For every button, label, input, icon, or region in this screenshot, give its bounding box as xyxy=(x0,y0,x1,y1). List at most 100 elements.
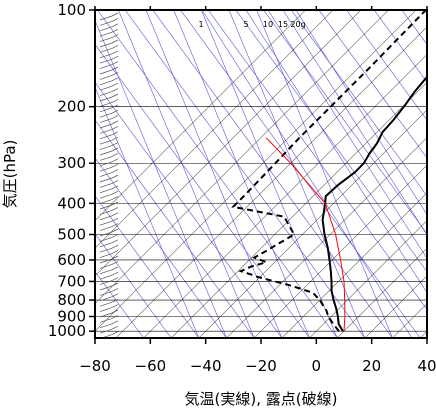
wind-barb-staff xyxy=(99,328,113,334)
isotherm xyxy=(309,220,427,338)
wind-barb-staff xyxy=(99,269,113,275)
wind-barb-flag xyxy=(111,331,119,335)
x-tick-label: 40 xyxy=(417,357,436,375)
wind-barb-flag xyxy=(111,315,119,319)
wind-barb-staff xyxy=(99,15,113,21)
isotherm xyxy=(281,192,427,338)
wind-barb-staff xyxy=(99,139,113,145)
wind-barb-staff xyxy=(99,145,113,150)
y-tick-label: 100 xyxy=(57,1,86,19)
mixing-ratio-line xyxy=(295,10,427,216)
y-tick-label: 400 xyxy=(57,194,86,212)
wind-barb-flag xyxy=(111,223,119,227)
isotherm xyxy=(95,10,417,332)
wind-barb-staff xyxy=(99,129,113,134)
wind-barb-flag xyxy=(111,50,119,55)
wind-barb-flag xyxy=(111,88,119,92)
mixing-ratio-line xyxy=(245,10,427,294)
wind-barb-staff xyxy=(99,91,113,96)
wind-barb-flag xyxy=(111,174,119,179)
wind-barb-flag xyxy=(111,142,119,146)
wind-barb-flag xyxy=(111,147,119,152)
wind-barb-flag xyxy=(111,250,119,254)
y-axis-title: 気圧(hPa) xyxy=(1,140,19,209)
y-tick-label: 800 xyxy=(57,291,86,309)
wind-barb-staff xyxy=(99,285,113,291)
dry-adiabat xyxy=(235,10,427,273)
wind-barb-staff xyxy=(99,69,113,75)
x-axis-title: 気温(実線), 露点(破線) xyxy=(185,390,338,408)
wind-barb-staff xyxy=(99,307,113,312)
wind-barb-staff xyxy=(99,37,113,42)
wind-barb-staff xyxy=(99,242,113,248)
dry-adiabat xyxy=(428,0,436,338)
wind-barb-staff xyxy=(99,166,113,172)
isotherm xyxy=(115,26,427,338)
wind-barb-staff xyxy=(99,150,113,156)
mixing-ratio-line xyxy=(201,10,413,338)
mixing-ratio-label: 1 xyxy=(198,20,203,29)
wind-barb-staff xyxy=(99,42,113,48)
wind-barb-flag xyxy=(111,18,119,22)
wind-barb-staff xyxy=(99,156,113,161)
moist-adiabat xyxy=(173,10,310,338)
dry-adiabat xyxy=(97,10,338,338)
mixing-ratio-label: 10 xyxy=(263,20,273,29)
isobar-isotherm-grid xyxy=(95,10,427,338)
wind-barb-flag xyxy=(111,109,119,114)
wind-barb-flag xyxy=(111,309,119,314)
wind-barb-staff xyxy=(99,204,113,210)
dry-adiabat xyxy=(290,10,427,197)
dry-adiabat xyxy=(318,10,427,159)
wind-barb-staff xyxy=(99,26,113,32)
wind-barb-flag xyxy=(111,120,119,125)
wind-barb-staff xyxy=(99,188,113,194)
wind-barb-staff xyxy=(99,123,113,129)
wind-barb-flag xyxy=(111,234,119,238)
wind-barb-flag xyxy=(111,244,119,249)
wind-barb-staff xyxy=(99,96,113,102)
wind-barb-flag xyxy=(111,201,119,206)
wind-barb-flag xyxy=(111,34,119,38)
wind-barb-flag xyxy=(111,180,119,184)
wind-barb-flag xyxy=(111,131,119,136)
wind-barb-flag xyxy=(111,23,119,28)
isotherm xyxy=(337,247,427,338)
x-tick-label: −20 xyxy=(245,357,277,375)
wind-barb-flag xyxy=(111,39,119,44)
wind-barb-staff xyxy=(99,296,113,302)
moist-adiabat xyxy=(201,10,338,338)
wind-barb-staff xyxy=(99,102,113,107)
wind-barb-flag xyxy=(111,261,119,265)
y-tick-label: 500 xyxy=(57,226,86,244)
wind-barb-staff xyxy=(99,226,113,231)
wind-barb-flag xyxy=(111,158,119,163)
wind-barb-staff xyxy=(99,318,113,323)
dry-adiabat xyxy=(289,0,436,338)
wind-barb-staff xyxy=(99,85,113,91)
mixing-ratio-label: 20g xyxy=(290,20,305,29)
wind-barb-flag xyxy=(111,325,119,330)
isotherm xyxy=(95,10,334,249)
y-tick-label: 300 xyxy=(57,154,86,172)
wind-barb-flag xyxy=(111,239,119,244)
x-tick-label: −80 xyxy=(79,357,111,375)
wind-barb-staff xyxy=(99,215,113,221)
moist-adiabat xyxy=(256,10,393,338)
wind-barb-staff xyxy=(99,21,113,26)
dry-adiabat xyxy=(95,157,227,338)
wind-barb-staff xyxy=(99,183,113,188)
wind-barb-flag xyxy=(111,115,119,119)
temperature-line xyxy=(321,75,427,332)
isotherm xyxy=(143,54,427,338)
wind-barb-staff xyxy=(99,231,113,237)
wind-barb-flag xyxy=(111,212,119,217)
y-tick-label: 700 xyxy=(57,272,86,290)
wind-barb-flag xyxy=(111,93,119,98)
dry-adiabat xyxy=(373,10,427,83)
y-tick-label: 1000 xyxy=(48,322,86,340)
wind-barb-flag xyxy=(111,271,119,276)
wind-barb-flag xyxy=(111,82,119,87)
dry-adiabat xyxy=(207,10,427,310)
wind-barb-staff xyxy=(99,280,113,285)
